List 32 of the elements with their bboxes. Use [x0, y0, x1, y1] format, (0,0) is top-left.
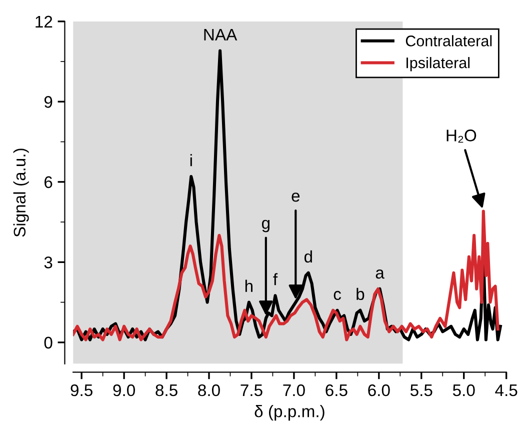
x-tick-label: 5.0: [452, 384, 475, 396]
x-tick-label: 7.5: [240, 384, 262, 396]
x-tick-label: 5.5: [410, 384, 432, 396]
y-tick-label: 6: [44, 176, 52, 188]
x-tick-label: 8.5: [156, 384, 178, 396]
legend-label: Ipsilateral: [406, 57, 470, 72]
annotation: e: [292, 192, 300, 202]
annotation: d: [304, 250, 312, 263]
line-series: [73, 210, 500, 342]
annotation: c: [334, 290, 342, 300]
x-tick-label: 6.0: [368, 384, 390, 396]
annotation: b: [356, 288, 364, 300]
x-tick-label: 9.0: [113, 384, 135, 396]
annotation: a: [376, 270, 384, 279]
annotation: g: [262, 220, 270, 232]
y-tick-label: 0: [44, 336, 52, 349]
y-tick-label: 3: [44, 256, 52, 268]
legend-label: Contralateral: [406, 35, 492, 46]
x-tick-label: 8.0: [198, 384, 220, 396]
y-axis-title: Signal (a.u.): [13, 148, 29, 237]
x-tick-label: 6.5: [326, 384, 348, 396]
x-tick-label: 4.5: [495, 384, 518, 396]
x-tick-label: 9.5: [70, 384, 92, 396]
annotation: i: [190, 154, 192, 166]
annotation: h: [245, 280, 252, 292]
x-tick-label: 7.0: [283, 384, 305, 396]
y-tick-label: 12: [36, 16, 52, 28]
annotation: NAA: [204, 28, 238, 40]
annotation: f: [273, 273, 278, 286]
y-tick-label: 9: [44, 96, 52, 108]
x-axis-title: δ (p.p.m.): [254, 405, 324, 421]
annotation: H₂O: [446, 130, 476, 143]
